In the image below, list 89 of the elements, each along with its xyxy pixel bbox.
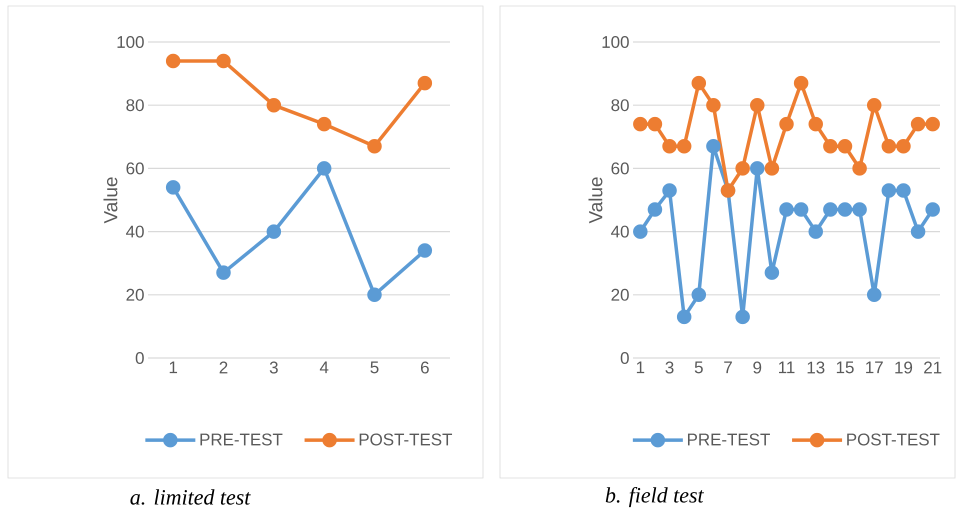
point [648,116,662,132]
point [750,98,765,112]
point [823,139,838,154]
point [794,76,808,90]
x-tick-label: 5 [370,362,378,374]
point [662,183,677,198]
point [882,139,896,154]
x-tick-label: 9 [753,362,762,374]
x-tick-label: 3 [665,362,674,374]
x-tick-label: 7 [724,362,732,374]
point [750,161,765,176]
point [266,224,282,239]
point [866,288,882,302]
point [852,161,867,176]
point [735,161,750,176]
point [692,76,706,90]
point [676,139,692,154]
y-tick-label: 0 [620,352,629,364]
x-tick-label: 11 [779,362,794,374]
point [896,183,911,198]
point [838,202,852,217]
x-tick-label: 6 [420,362,429,374]
point [706,139,721,154]
point [910,224,926,239]
text: a. limited test [130,489,251,505]
point [779,202,794,217]
point [925,202,940,217]
y-tick-label: 100 [602,36,629,48]
x-tick-label: 19 [895,362,912,374]
x-tick-label: 17 [866,362,883,374]
point [316,116,332,132]
point [838,139,852,154]
point [910,116,926,132]
y-tick-label: 100 [118,36,144,48]
x-tick-label: 3 [270,362,278,374]
point [676,310,692,324]
point [266,98,282,112]
point [367,139,382,154]
x-tick-label: 15 [836,362,854,374]
point [794,202,808,217]
y-tick-label: 60 [612,162,629,174]
legend-label: POST-TEST [360,433,452,446]
point [648,202,662,217]
point [418,76,432,90]
point [925,116,940,132]
point [216,265,231,280]
y-axis-title: Value [103,177,118,224]
point [866,98,882,112]
y-tick-label: 20 [612,288,629,301]
point [764,161,780,176]
x-tick-label: 13 [808,362,824,374]
point [662,139,677,154]
y-tick-label: 60 [126,162,144,174]
point [823,202,838,217]
text: b. field test [606,486,704,508]
point [808,116,823,132]
point [882,183,896,198]
point [852,202,867,217]
point [779,116,794,132]
y-tick-label: 40 [126,226,144,238]
point [166,180,180,195]
point [692,288,706,302]
x-tick-label: 2 [220,362,228,374]
legend-label: POST-TEST [847,433,940,446]
y-tick-label: 80 [126,99,144,112]
x-tick-label: 1 [170,362,178,374]
point [706,98,721,112]
x-tick-label: 21 [924,362,942,374]
point [216,54,231,68]
point [764,265,780,280]
y-tick-label: 0 [136,352,144,364]
y-tick-label: 20 [126,288,144,301]
point [633,116,648,132]
point [316,161,332,176]
y-axis-title: Value [588,177,602,224]
x-tick-label: 4 [320,362,328,374]
y-tick-label: 40 [611,226,629,238]
x-tick-label: 5 [694,362,703,374]
legend-label: PRE-TEST [688,433,770,446]
y-tick-label: 80 [611,99,629,112]
x-tick-label: 1 [636,362,644,374]
legend-label: PRE-TEST [200,433,282,446]
point [896,139,911,154]
point [166,54,180,68]
point [418,243,432,258]
point [633,224,648,239]
point [735,310,750,324]
point [367,288,382,302]
point [808,224,823,239]
